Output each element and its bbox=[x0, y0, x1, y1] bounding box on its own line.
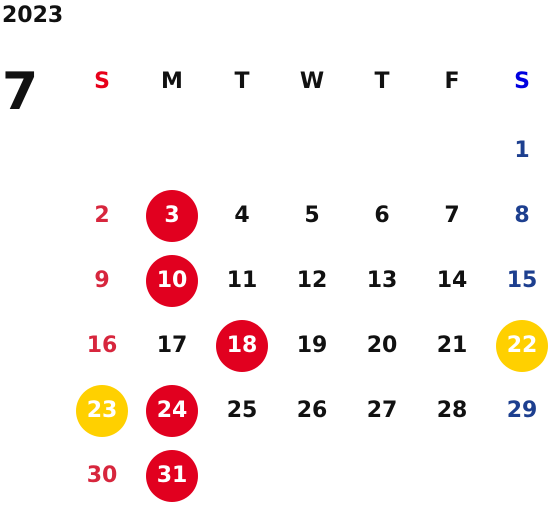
calendar-day-cell[interactable]: 30 bbox=[67, 443, 137, 508]
calendar-year: 2023 bbox=[2, 3, 64, 28]
weekday-wednesday: W bbox=[299, 69, 325, 94]
calendar-day-number: 20 bbox=[366, 333, 398, 358]
weekday-thursday: T bbox=[374, 69, 390, 94]
calendar-grid: 1 2 3 4 5 6 7 8 9 10 11 12 13 14 15 16 17 18 19 20 21 22 23 24 2… bbox=[67, 118, 548, 503]
calendar-day-cell[interactable]: 4 bbox=[207, 183, 277, 248]
calendar-day-cell[interactable]: 13 bbox=[347, 248, 417, 313]
weekday-friday: F bbox=[444, 69, 460, 94]
weekday-header: S M T W T F S bbox=[67, 62, 548, 102]
weekday-saturday: S bbox=[514, 69, 530, 94]
calendar-day-number: 6 bbox=[374, 203, 390, 228]
calendar-day-red-highlight: 18 bbox=[216, 319, 268, 372]
calendar-day-number: 21 bbox=[436, 333, 468, 358]
calendar-day-number: 17 bbox=[156, 333, 188, 358]
calendar-day-cell[interactable]: 5 bbox=[277, 183, 347, 248]
calendar-day-number: 1 bbox=[514, 138, 530, 163]
calendar-day-number: 26 bbox=[296, 398, 328, 423]
calendar-day-number: 4 bbox=[234, 203, 250, 228]
weekday-tuesday: T bbox=[234, 69, 250, 94]
calendar-month: 7 bbox=[2, 62, 39, 122]
calendar-day-cell[interactable]: 31 bbox=[137, 443, 207, 508]
calendar-day-number: 5 bbox=[304, 203, 320, 228]
calendar-day-number: 8 bbox=[514, 203, 530, 228]
calendar-day-number: 2 bbox=[94, 203, 110, 228]
calendar-day-cell[interactable]: 12 bbox=[277, 248, 347, 313]
calendar-day-number: 12 bbox=[296, 268, 328, 293]
calendar-day-number: 15 bbox=[506, 268, 538, 293]
calendar-day-cell[interactable]: 2 bbox=[67, 183, 137, 248]
calendar-day-number: 25 bbox=[226, 398, 258, 423]
calendar-day-red-highlight: 24 bbox=[146, 384, 198, 437]
weekday-sunday: S bbox=[94, 69, 110, 94]
calendar-day-cell[interactable]: 16 bbox=[67, 313, 137, 378]
calendar-day-cell[interactable]: 7 bbox=[417, 183, 487, 248]
calendar-day-cell[interactable]: 29 bbox=[487, 378, 548, 443]
calendar-day-cell[interactable]: 17 bbox=[137, 313, 207, 378]
calendar-day-number: 9 bbox=[94, 268, 110, 293]
calendar-day-cell[interactable]: 22 bbox=[487, 313, 548, 378]
calendar-day-cell[interactable]: 24 bbox=[137, 378, 207, 443]
calendar-day-number: 14 bbox=[436, 268, 468, 293]
calendar-day-red-highlight: 31 bbox=[146, 449, 198, 502]
calendar-day-cell[interactable]: 19 bbox=[277, 313, 347, 378]
calendar-day-number: 27 bbox=[366, 398, 398, 423]
calendar-day-cell[interactable]: 6 bbox=[347, 183, 417, 248]
calendar-day-cell[interactable]: 3 bbox=[137, 183, 207, 248]
calendar-day-cell[interactable]: 10 bbox=[137, 248, 207, 313]
calendar-day-cell[interactable]: 1 bbox=[487, 118, 548, 183]
calendar-day-cell[interactable]: 23 bbox=[67, 378, 137, 443]
calendar-day-cell[interactable]: 20 bbox=[347, 313, 417, 378]
calendar-day-cell[interactable]: 11 bbox=[207, 248, 277, 313]
calendar-day-cell[interactable]: 18 bbox=[207, 313, 277, 378]
calendar-day-cell[interactable]: 21 bbox=[417, 313, 487, 378]
calendar-day-cell[interactable]: 28 bbox=[417, 378, 487, 443]
calendar-day-number: 7 bbox=[444, 203, 460, 228]
calendar-day-yellow-highlight: 23 bbox=[76, 384, 128, 437]
calendar-day-cell[interactable]: 25 bbox=[207, 378, 277, 443]
calendar-day-number: 13 bbox=[366, 268, 398, 293]
calendar-day-yellow-highlight: 22 bbox=[496, 319, 548, 372]
calendar-day-cell[interactable]: 15 bbox=[487, 248, 548, 313]
weekday-monday: M bbox=[161, 69, 183, 94]
calendar-day-number: 28 bbox=[436, 398, 468, 423]
calendar-day-number: 29 bbox=[506, 398, 538, 423]
calendar-day-number: 19 bbox=[296, 333, 328, 358]
calendar-day-cell[interactable]: 9 bbox=[67, 248, 137, 313]
calendar-day-cell[interactable]: 8 bbox=[487, 183, 548, 248]
calendar-day-number: 11 bbox=[226, 268, 258, 293]
calendar-day-red-highlight: 3 bbox=[146, 189, 198, 242]
calendar-day-red-highlight: 10 bbox=[146, 254, 198, 307]
calendar-day-cell[interactable]: 26 bbox=[277, 378, 347, 443]
calendar-day-number: 30 bbox=[86, 463, 118, 488]
calendar-day-cell[interactable]: 27 bbox=[347, 378, 417, 443]
calendar-day-number: 16 bbox=[86, 333, 118, 358]
calendar-day-cell[interactable]: 14 bbox=[417, 248, 487, 313]
